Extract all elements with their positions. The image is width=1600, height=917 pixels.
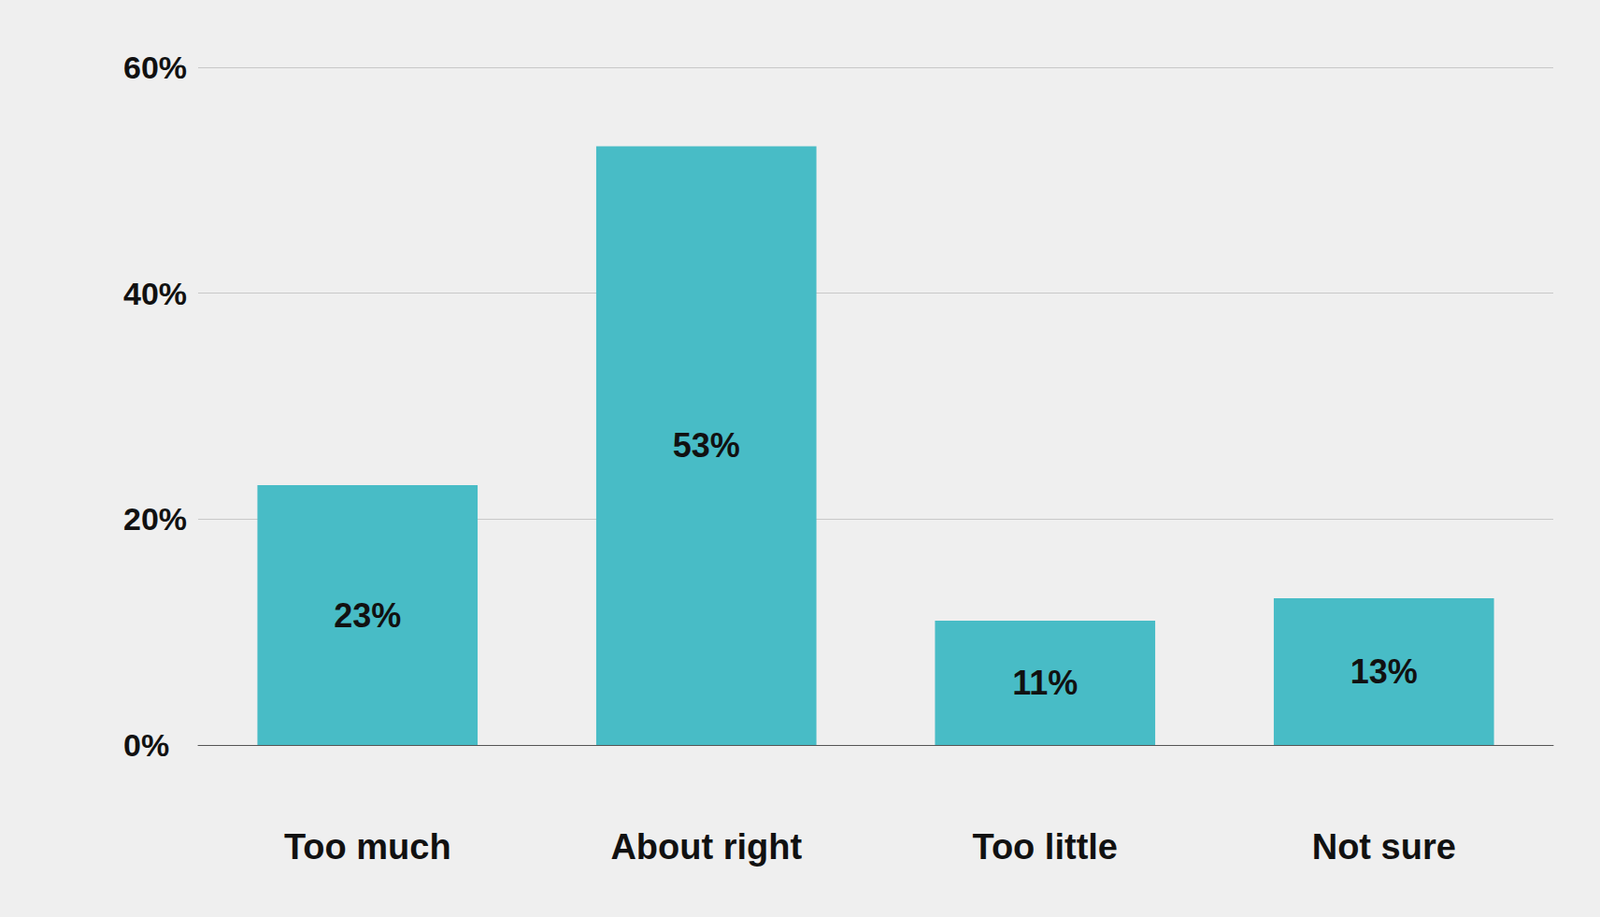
svg-text:11%: 11%: [1012, 663, 1078, 702]
svg-text:60%: 60%: [123, 49, 187, 86]
svg-text:Not sure: Not sure: [1312, 827, 1457, 867]
svg-text:Too much: Too much: [284, 827, 452, 867]
svg-text:0%: 0%: [123, 727, 170, 763]
svg-text:About right: About right: [610, 827, 802, 867]
svg-text:40%: 40%: [123, 275, 187, 312]
svg-text:20%: 20%: [123, 500, 187, 537]
svg-text:53%: 53%: [672, 426, 741, 465]
svg-text:23%: 23%: [333, 596, 401, 635]
svg-text:Too little: Too little: [972, 827, 1119, 867]
svg-text:13%: 13%: [1350, 652, 1418, 691]
